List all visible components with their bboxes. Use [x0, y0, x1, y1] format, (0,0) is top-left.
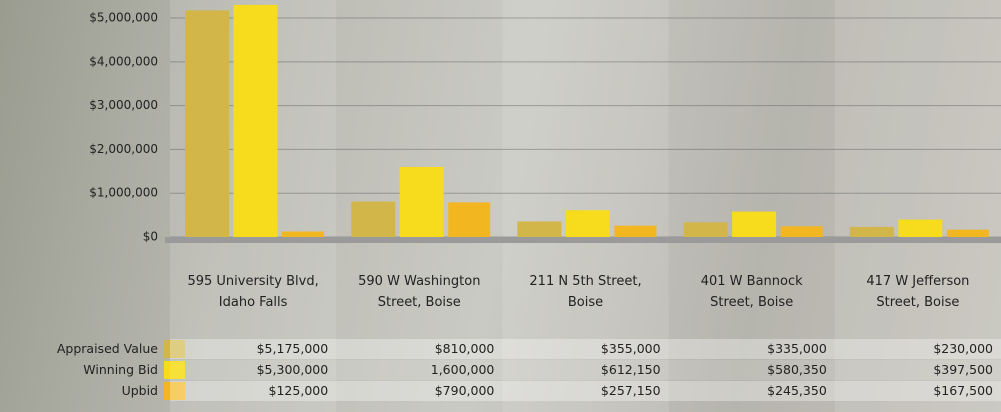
x-tick-label: 595 University Blvd, Idaho Falls	[187, 274, 319, 310]
table-cell: $580,350	[668, 360, 835, 380]
bar	[946, 229, 989, 237]
x-tick-label: 417 W Jefferson Street, Boise	[866, 274, 970, 310]
column-band	[502, 0, 669, 412]
bar	[351, 201, 396, 237]
bar	[780, 226, 823, 237]
bar	[399, 166, 444, 237]
x-tick-label: 401 W Bannock Street, Boise	[700, 274, 803, 310]
table-cell: $257,150	[502, 381, 669, 401]
bar	[614, 225, 657, 237]
table-cell: $125,000	[170, 381, 337, 401]
table-cell: $5,175,000	[170, 339, 337, 359]
table-cell: $230,000	[834, 339, 1001, 359]
table-cell: $355,000	[502, 339, 669, 359]
table-cell: $397,500	[834, 360, 1001, 380]
y-tick-label: $0	[143, 230, 158, 244]
column-band	[668, 0, 835, 412]
y-tick-label: $4,000,000	[89, 54, 158, 68]
column-band	[834, 0, 1001, 412]
bar	[517, 221, 562, 237]
bar	[565, 210, 610, 237]
legend-swatch	[164, 361, 185, 379]
legend-label: Appraised Value	[56, 341, 158, 356]
legend-label: Upbid	[121, 383, 158, 398]
bar	[683, 222, 728, 237]
bar	[233, 4, 278, 238]
y-tick-label: $2,000,000	[89, 142, 158, 156]
bar	[185, 10, 229, 237]
table-cell: 1,600,000	[336, 360, 503, 380]
table-cell: $810,000	[336, 339, 503, 359]
y-tick-label: $5,000,000	[89, 11, 158, 25]
bar	[898, 219, 943, 237]
bar	[732, 211, 777, 237]
bar	[849, 226, 894, 237]
legend-label: Winning Bid	[83, 362, 158, 377]
table-cell: $245,350	[668, 381, 835, 401]
y-tick-label: $1,000,000	[89, 186, 158, 200]
table-cell: $167,500	[834, 381, 1001, 401]
legend-swatch	[164, 340, 185, 358]
table-cell: $335,000	[668, 339, 835, 359]
x-tick-label: 590 W Washington Street, Boise	[358, 274, 481, 310]
bar	[448, 202, 491, 237]
table-cell: $5,300,000	[170, 360, 337, 380]
table-cell: $612,150	[502, 360, 669, 380]
x-tick-label: 211 N 5th Street, Boise	[529, 274, 642, 310]
legend-swatch	[164, 382, 185, 400]
y-tick-label: $3,000,000	[89, 98, 158, 112]
table-cell: $790,000	[336, 381, 503, 401]
bar	[282, 231, 324, 237]
baseline-band	[165, 237, 1001, 243]
